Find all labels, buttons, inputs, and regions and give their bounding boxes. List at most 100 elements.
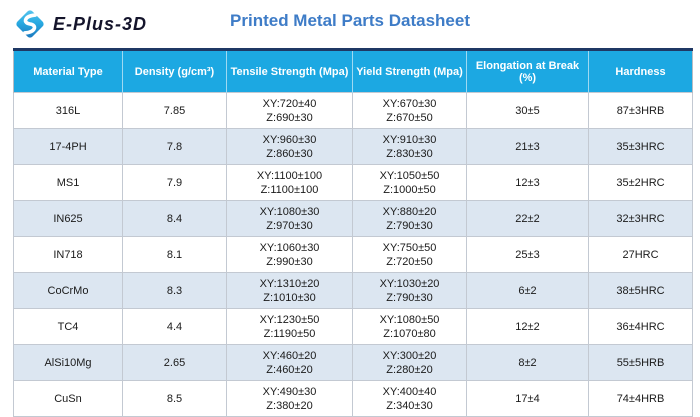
yield-xy-value: XY:750±50: [382, 241, 437, 254]
cell-material: TC4: [13, 308, 123, 345]
cell-yield: XY:880±20 Z:790±30: [352, 200, 467, 237]
table-row: CuSn 8.5 XY:490±30 Z:380±20 XY:400±40 Z:…: [13, 380, 693, 417]
yield-z-value: Z:340±30: [386, 399, 433, 412]
table-row: TC4 4.4 XY:1230±50 Z:1190±50 XY:1080±50 …: [13, 308, 693, 345]
cell-material: 17-4PH: [13, 128, 123, 165]
cell-elongation: 12±3: [466, 164, 589, 201]
cell-tensile: XY:490±30 Z:380±20: [226, 380, 353, 417]
cell-hardness: 55±5HRB: [588, 344, 693, 381]
datasheet-table: Material Type Density (g/cm³) Tensile St…: [13, 48, 693, 417]
yield-z-value: Z:1070±80: [383, 327, 436, 340]
tensile-z-value: Z:860±30: [266, 147, 313, 160]
cell-hardness: 36±4HRC: [588, 308, 693, 345]
cell-density: 8.1: [122, 236, 227, 273]
brand-name: E-Plus-3D: [53, 13, 148, 34]
yield-xy-value: XY:300±20: [382, 349, 437, 362]
col-header-material-type: Material Type: [13, 49, 123, 93]
tensile-xy-value: XY:1310±20: [259, 277, 320, 290]
cell-material: AlSi10Mg: [13, 344, 123, 381]
yield-xy-value: XY:880±20: [382, 205, 437, 218]
cell-density: 2.65: [122, 344, 227, 381]
tensile-z-value: Z:970±30: [266, 219, 313, 232]
yield-xy-value: XY:1030±20: [379, 277, 440, 290]
tensile-xy-value: XY:490±30: [262, 385, 317, 398]
yield-z-value: Z:790±30: [386, 219, 433, 232]
cell-elongation: 8±2: [466, 344, 589, 381]
cell-tensile: XY:1310±20 Z:1010±30: [226, 272, 353, 309]
tensile-xy-value: XY:1100±100: [256, 169, 323, 182]
cell-yield: XY:1030±20 Z:790±30: [352, 272, 467, 309]
cell-hardness: 27HRC: [588, 236, 693, 273]
cell-tensile: XY:720±40 Z:690±30: [226, 92, 353, 129]
yield-xy-value: XY:910±30: [382, 133, 437, 146]
cell-tensile: XY:460±20 Z:460±20: [226, 344, 353, 381]
col-header-yield-strength: Yield Strength (Mpa): [352, 49, 467, 93]
yield-xy-value: XY:1080±50: [379, 313, 440, 326]
cell-hardness: 35±3HRC: [588, 128, 693, 165]
cell-material: IN718: [13, 236, 123, 273]
yield-z-value: Z:1000±50: [383, 183, 436, 196]
cell-density: 4.4: [122, 308, 227, 345]
table-row: IN625 8.4 XY:1080±30 Z:970±30 XY:880±20 …: [13, 200, 693, 237]
tensile-xy-value: XY:720±40: [262, 97, 317, 110]
table-header-row: Material Type Density (g/cm³) Tensile St…: [13, 49, 693, 93]
cell-yield: XY:670±30 Z:670±50: [352, 92, 467, 129]
cell-yield: XY:1050±50 Z:1000±50: [352, 164, 467, 201]
cell-density: 7.9: [122, 164, 227, 201]
tensile-xy-value: XY:1060±30: [259, 241, 320, 254]
cell-density: 7.85: [122, 92, 227, 129]
cell-elongation: 22±2: [466, 200, 589, 237]
eplus3d-logo-icon: [16, 10, 44, 38]
tensile-z-value: Z:380±20: [266, 399, 313, 412]
cell-material: 316L: [13, 92, 123, 129]
cell-hardness: 87±3HRB: [588, 92, 693, 129]
page-header: E-Plus-3D Printed Metal Parts Datasheet: [0, 0, 700, 48]
cell-yield: XY:1080±50 Z:1070±80: [352, 308, 467, 345]
cell-elongation: 6±2: [466, 272, 589, 309]
cell-elongation: 30±5: [466, 92, 589, 129]
tensile-xy-value: XY:1230±50: [259, 313, 320, 326]
col-header-tensile-strength: Tensile Strength (Mpa): [226, 49, 353, 93]
tensile-z-value: Z:1190±50: [263, 327, 316, 340]
cell-density: 8.4: [122, 200, 227, 237]
cell-tensile: XY:1230±50 Z:1190±50: [226, 308, 353, 345]
tensile-xy-value: XY:960±30: [262, 133, 317, 146]
page-title: Printed Metal Parts Datasheet: [230, 11, 470, 30]
cell-density: 7.8: [122, 128, 227, 165]
cell-elongation: 25±3: [466, 236, 589, 273]
tensile-xy-value: XY:460±20: [262, 349, 317, 362]
datasheet-table-wrap: Material Type Density (g/cm³) Tensile St…: [13, 48, 693, 417]
cell-hardness: 32±3HRC: [588, 200, 693, 237]
yield-z-value: Z:280±20: [386, 363, 433, 376]
cell-hardness: 35±2HRC: [588, 164, 693, 201]
col-header-density: Density (g/cm³): [122, 49, 227, 93]
yield-z-value: Z:670±50: [386, 111, 433, 124]
table-row: 316L 7.85 XY:720±40 Z:690±30 XY:670±30 Z…: [13, 92, 693, 129]
col-header-elongation: Elongation at Break (%): [466, 49, 589, 93]
yield-xy-value: XY:1050±50: [379, 169, 440, 182]
cell-tensile: XY:1060±30 Z:990±30: [226, 236, 353, 273]
col-header-hardness: Hardness: [588, 49, 693, 93]
tensile-z-value: Z:690±30: [266, 111, 313, 124]
table-row: IN718 8.1 XY:1060±30 Z:990±30 XY:750±50 …: [13, 236, 693, 273]
cell-yield: XY:300±20 Z:280±20: [352, 344, 467, 381]
table-row: MS1 7.9 XY:1100±100 Z:1100±100 XY:1050±5…: [13, 164, 693, 201]
yield-z-value: Z:830±30: [386, 147, 433, 160]
cell-hardness: 38±5HRC: [588, 272, 693, 309]
yield-z-value: Z:720±50: [386, 255, 433, 268]
cell-density: 8.3: [122, 272, 227, 309]
table-row: 17-4PH 7.8 XY:960±30 Z:860±30 XY:910±30 …: [13, 128, 693, 165]
cell-elongation: 17±4: [466, 380, 589, 417]
tensile-z-value: Z:1100±100: [260, 183, 319, 196]
cell-tensile: XY:960±30 Z:860±30: [226, 128, 353, 165]
cell-material: IN625: [13, 200, 123, 237]
cell-material: CoCrMo: [13, 272, 123, 309]
yield-z-value: Z:790±30: [386, 291, 433, 304]
cell-yield: XY:400±40 Z:340±30: [352, 380, 467, 417]
tensile-xy-value: XY:1080±30: [259, 205, 320, 218]
cell-elongation: 12±2: [466, 308, 589, 345]
cell-tensile: XY:1100±100 Z:1100±100: [226, 164, 353, 201]
cell-density: 8.5: [122, 380, 227, 417]
cell-material: MS1: [13, 164, 123, 201]
